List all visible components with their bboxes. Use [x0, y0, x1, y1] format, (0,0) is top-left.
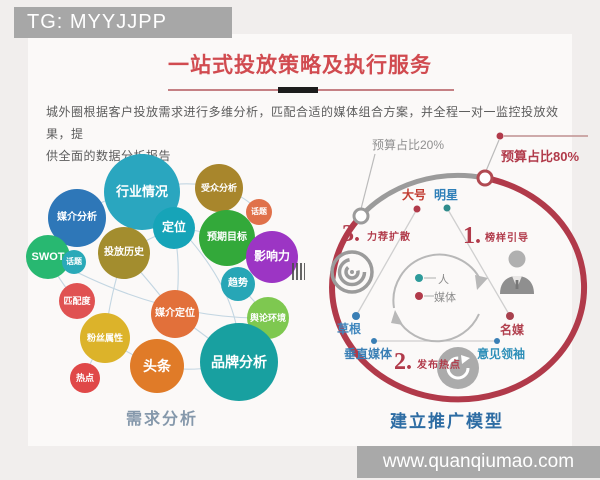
section-label-demand-analysis: 需求分析: [126, 411, 199, 428]
bubble-media-positioning: 媒介定位: [151, 290, 199, 338]
budget20-label: 预算占比20%: [372, 138, 445, 152]
title-divider: [168, 87, 454, 93]
bubble-brand-analysis: 品牌分析: [200, 323, 278, 401]
budget-arc-gray: [359, 172, 486, 218]
node-label-mingmei: 名媒: [500, 323, 525, 337]
bubble-hotspot: 热点: [70, 363, 100, 393]
legend-label-media: 媒体: [434, 292, 456, 304]
bubble-positioning: 定位: [153, 207, 195, 249]
budget80-pointer-line: [485, 139, 500, 172]
arc-node-left: [352, 207, 370, 225]
step3-number: 3.: [342, 221, 360, 247]
telegram-badge: TG: MYYJJPP: [14, 7, 232, 38]
legend-label-person: 人: [438, 274, 449, 286]
step3-text: 力荐扩散: [367, 232, 411, 243]
label-opinion-leader: 意见领袖: [477, 347, 526, 361]
section-label-promotion-model: 建立推广模型: [390, 412, 504, 431]
step2-text: 发布热点: [417, 360, 461, 371]
legend-dot-media: [415, 292, 423, 300]
bubble-headlines: 头条: [130, 339, 184, 393]
node-dot-mingmei: [506, 312, 514, 320]
triangle-right-line: [446, 207, 511, 317]
budget20-callout-line: [360, 153, 376, 210]
node-dot-mingxing: [443, 204, 451, 212]
bubble-topic-teal: 话题: [62, 250, 86, 274]
glitch-bars: [292, 263, 305, 280]
node-label-mingxing: 明星: [434, 188, 459, 202]
click-icon: [437, 347, 479, 389]
budget80-dot: [496, 132, 504, 140]
bubble-expected-goals: 预期目标: [199, 210, 255, 266]
node-dot-opinion-leader: [494, 338, 500, 344]
spiral-icon: [330, 250, 374, 294]
node-dot-caogen: [352, 312, 360, 320]
label-vertical-media: 垂直媒体: [344, 347, 393, 361]
bubble-fan-attributes: 粉丝属性: [80, 313, 130, 363]
bubble-audience-analysis: 受众分析: [195, 164, 243, 212]
bubble-match-degree: 匹配度: [59, 283, 95, 319]
bubble-topic-orange: 话题: [246, 199, 272, 225]
description-line1: 城外圈根据客户投放需求进行多维分析，匹配合适的媒体组合方案，并全程一对一监控投放…: [46, 105, 559, 141]
bubble-influence: 影响力: [246, 231, 298, 283]
demand-analysis-cluster: 行业情况 受众分析 媒介分析 定位 预期目标 话题 SWOT 话题 投放历史 影…: [26, 150, 310, 412]
step2-number: 2.: [394, 349, 412, 375]
bubble-placement-history: 投放历史: [98, 227, 150, 279]
page-title: 一站式投放策略及执行服务: [168, 54, 432, 77]
budget-arc-red: [329, 175, 588, 403]
bubble-trend: 趋势: [221, 267, 255, 301]
person-icon: [500, 250, 534, 294]
budget80-label: 预算占比80%: [501, 149, 580, 164]
step1-number: 1.: [463, 223, 481, 249]
promotion-model-diagram: [329, 132, 588, 403]
watermark: www.quanqiumao.com: [357, 446, 600, 478]
node-label-caogen: 草根: [337, 322, 362, 336]
node-dot-danghao: [413, 205, 421, 213]
cycle-arrows: [391, 253, 488, 343]
arc-node-right: [476, 169, 494, 187]
triangle-left-line: [355, 208, 418, 317]
legend-dot-person: [415, 274, 423, 282]
node-dot-vertical-media: [371, 338, 377, 344]
node-label-danghao: 大号: [402, 188, 427, 202]
step1-text: 榜样引导: [485, 233, 529, 244]
